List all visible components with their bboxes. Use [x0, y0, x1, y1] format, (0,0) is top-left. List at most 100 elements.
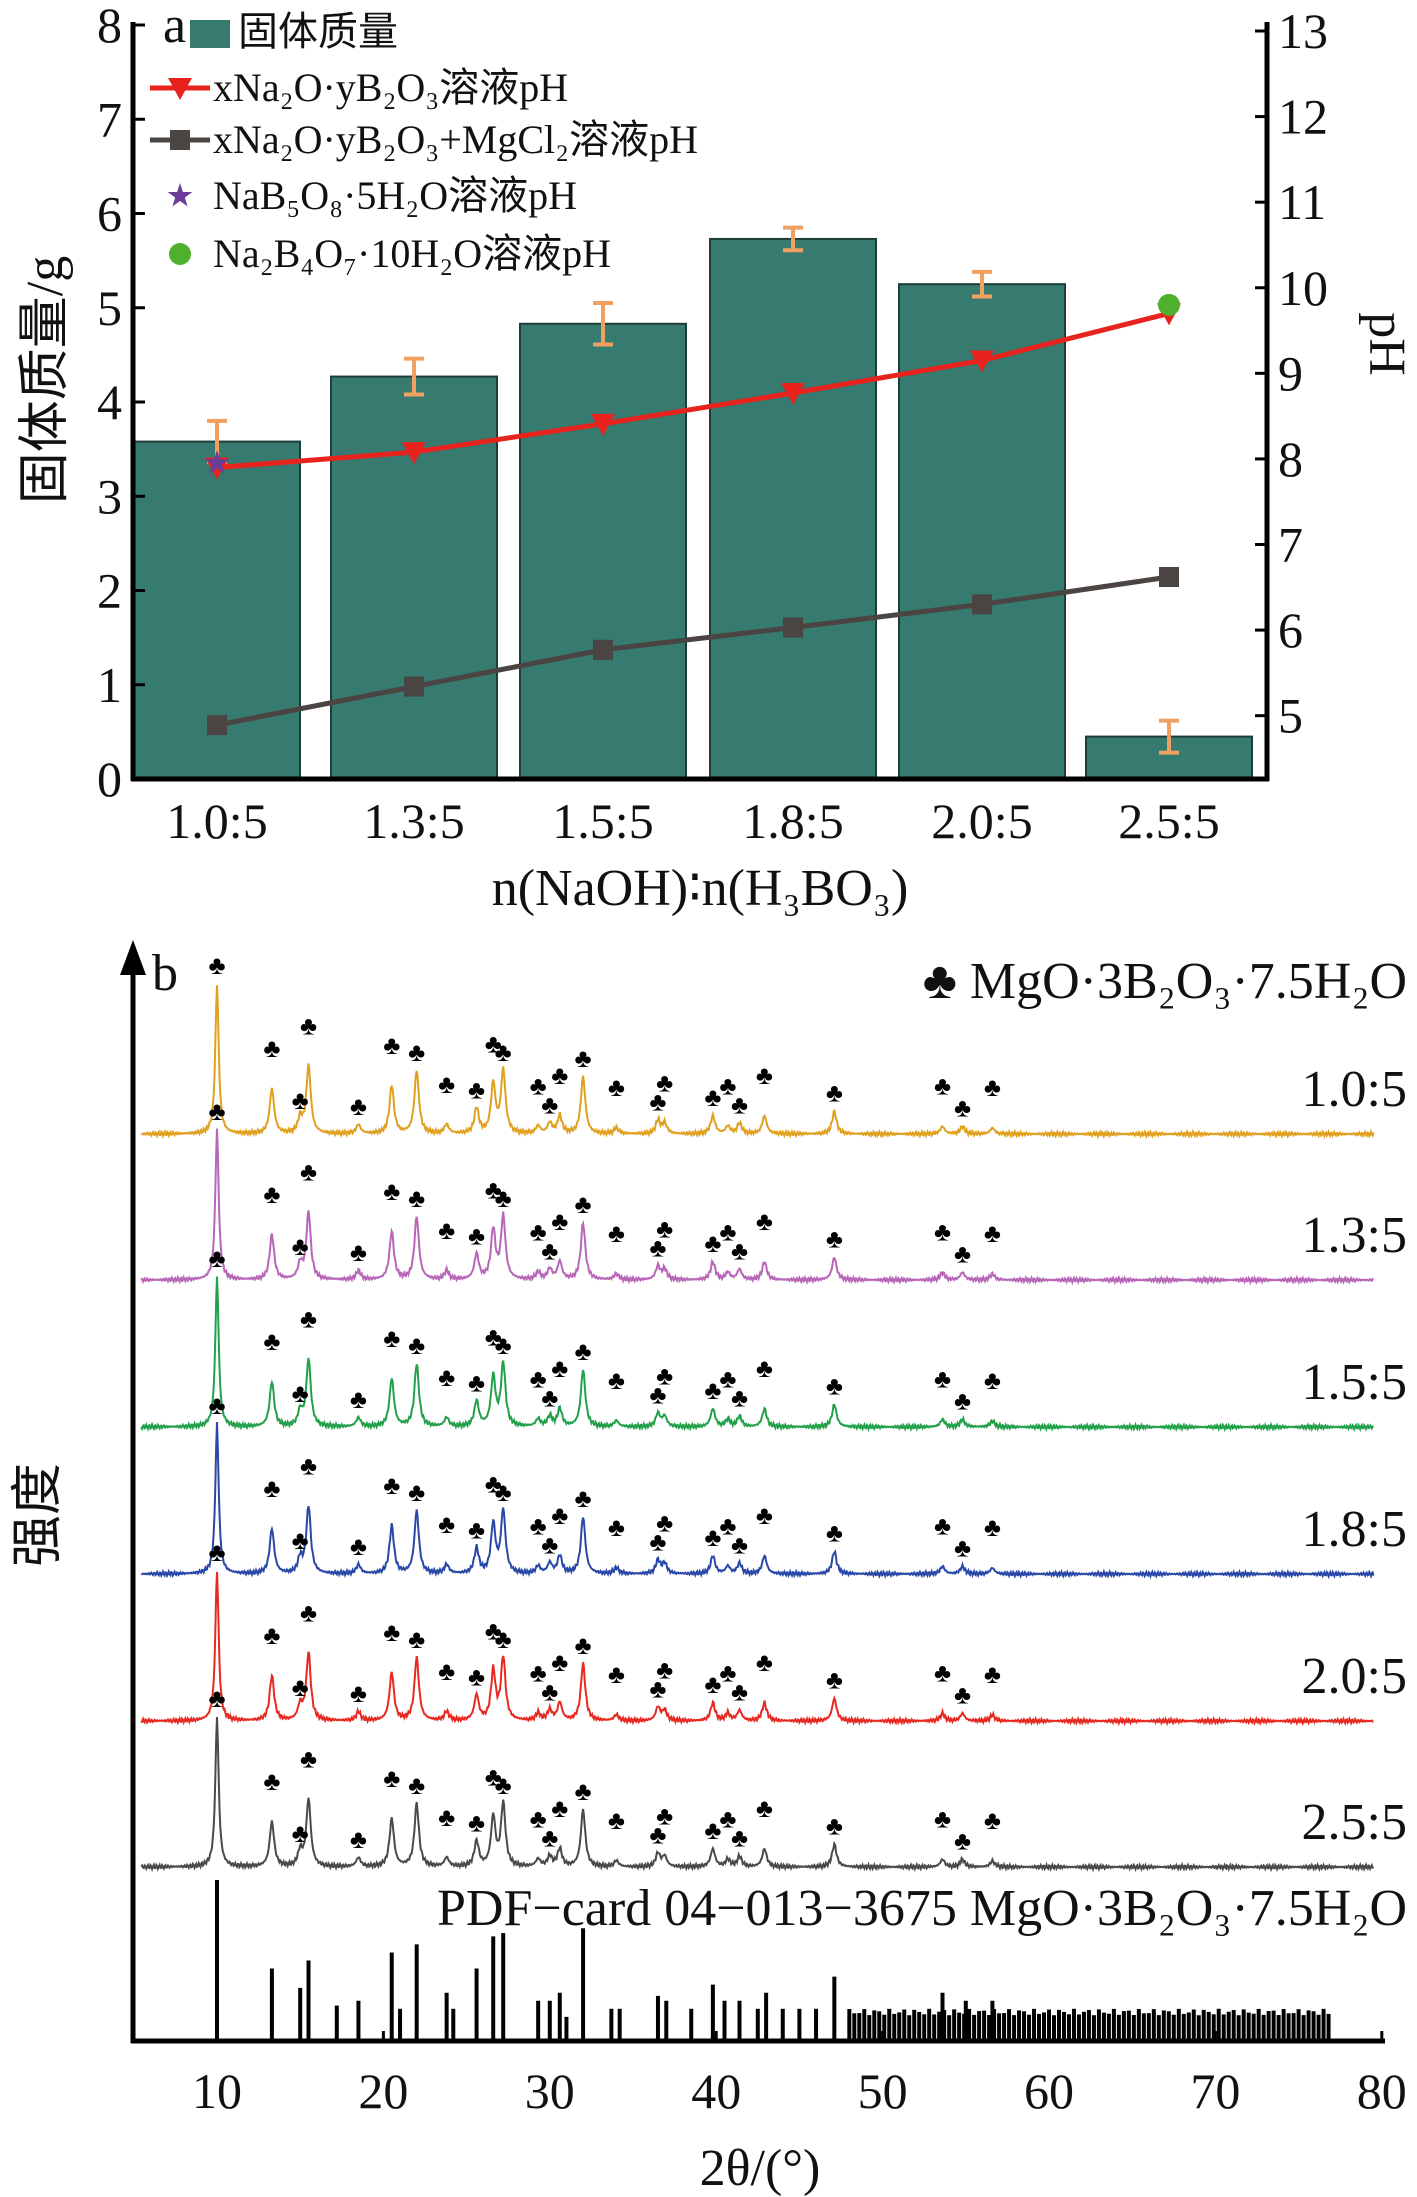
club-marker-icon: ♣	[934, 1659, 951, 1688]
club-marker-icon: ♣	[468, 1076, 485, 1105]
club-marker-icon: ♣	[984, 1660, 1001, 1689]
club-marker-icon: ♣	[608, 1806, 625, 1835]
club-marker-icon: ♣	[719, 1218, 736, 1247]
club-marker-icon: ♣	[350, 1825, 367, 1854]
phase-legend: ♣ MgO·3B₂O₃·7.5H₂O	[923, 953, 1407, 1010]
club-marker-icon: ♣	[704, 1083, 721, 1112]
y-tick-label: 6	[97, 186, 122, 242]
legend-label: Na₂B₄O₇·10H₂O溶液pH	[213, 231, 611, 276]
trace-label: 2.0:5	[1302, 1648, 1407, 1705]
x-tick-label: 2.0:5	[931, 793, 1032, 849]
club-marker-icon: ♣	[984, 1806, 1001, 1835]
club-marker-icon: ♣	[541, 1237, 558, 1266]
club-marker-icon: ♣	[208, 1538, 225, 1567]
club-marker-icon: ♣	[541, 1531, 558, 1560]
club-marker-icon: ♣	[575, 1044, 592, 1073]
xrd-trace	[140, 1571, 1374, 1727]
club-marker-icon: ♣	[756, 1648, 773, 1677]
club-marker-icon: ♣	[350, 1238, 367, 1267]
club-marker-icon: ♣	[719, 1072, 736, 1101]
club-marker-icon: ♣	[263, 1621, 280, 1650]
club-marker-icon: ♣	[530, 1218, 547, 1247]
club-marker-icon: ♣	[292, 1673, 309, 1702]
x-tick-label: 1.0:5	[166, 793, 267, 849]
y-tick-label: 0	[97, 751, 122, 807]
club-marker-icon: ♣	[408, 1038, 425, 1067]
club-marker-icon: ♣	[485, 1323, 502, 1352]
club-marker-icon: ♣	[649, 1528, 666, 1557]
error-bar	[593, 301, 613, 347]
xrd-trace	[140, 1421, 1375, 1580]
club-marker-icon: ♣	[719, 1365, 736, 1394]
club-marker-icon: ♣	[468, 1663, 485, 1692]
panel-b-label: b	[152, 945, 178, 1002]
club-marker-icon: ♣	[954, 1240, 971, 1269]
club-marker-icon: ♣	[468, 1369, 485, 1398]
club-marker-icon: ♣	[350, 1679, 367, 1708]
club-marker-icon: ♣	[263, 1767, 280, 1796]
club-marker-icon: ♣	[608, 1073, 625, 1102]
legend-label: xNa₂O·yB₂O₃+MgCl₂溶液pH	[213, 117, 698, 162]
club-marker-icon: ♣	[575, 1631, 592, 1660]
y-tick-label: 5	[97, 280, 122, 336]
club-marker-icon: ♣	[468, 1222, 485, 1251]
series-line	[216, 311, 1170, 470]
club-marker-icon: ♣	[350, 1385, 367, 1414]
legend-marker	[170, 130, 190, 150]
club-marker-icon: ♣	[756, 1207, 773, 1236]
club-marker-icon: ♣	[719, 1659, 736, 1688]
club-marker-icon: ♣	[756, 1501, 773, 1530]
club-marker-icon: ♣	[438, 1363, 455, 1392]
club-marker-icon: ♣	[731, 1824, 748, 1853]
club-marker-icon: ♣	[292, 1526, 309, 1555]
error-bar	[972, 269, 992, 299]
club-marker-icon: ♣	[551, 1354, 568, 1383]
trace-label: 1.0:5	[1302, 1061, 1407, 1118]
error-bar	[1159, 718, 1179, 755]
x-tick-label: 20	[358, 2063, 408, 2119]
club-marker-icon: ♣	[383, 1177, 400, 1206]
club-marker-icon: ♣	[408, 1331, 425, 1360]
club-marker-icon: ♣	[438, 1657, 455, 1686]
club-marker-icon: ♣	[954, 1534, 971, 1563]
y2-tick-label: 6	[1278, 602, 1303, 658]
reference-label: PDF−card 04−013−3675 MgO·3B₂O₃·7.5H₂O	[437, 1880, 1407, 1937]
club-marker-icon: ♣	[438, 1216, 455, 1245]
club-marker-icon: ♣	[984, 1366, 1001, 1395]
club-marker-icon: ♣	[208, 1684, 225, 1713]
club-marker-icon: ♣	[495, 1478, 512, 1507]
club-marker-icon: ♣	[468, 1809, 485, 1838]
y-axis-arrow-icon	[120, 940, 146, 975]
club-marker-icon: ♣	[495, 1038, 512, 1067]
y2-tick-label: 7	[1278, 517, 1303, 573]
club-marker-icon: ♣	[468, 1516, 485, 1545]
club-marker-icon: ♣	[731, 1384, 748, 1413]
club-marker-icon: ♣	[350, 1092, 367, 1121]
club-marker-icon: ♣	[292, 1086, 309, 1115]
club-marker-icon: ♣	[541, 1384, 558, 1413]
error-bar	[404, 356, 424, 397]
y-axis-title: 强度	[10, 1463, 67, 1567]
club-marker-icon: ♣	[263, 1327, 280, 1356]
club-marker-icon: ♣	[934, 1365, 951, 1394]
legend-marker	[168, 78, 192, 100]
x-tick-label: 1.3:5	[363, 793, 464, 849]
club-marker-icon: ♣	[575, 1337, 592, 1366]
club-marker-icon: ♣	[826, 1666, 843, 1695]
club-marker-icon: ♣	[438, 1070, 455, 1099]
club-marker-icon: ♣	[263, 1180, 280, 1209]
data-point	[593, 639, 613, 660]
club-marker-icon: ♣	[300, 1452, 317, 1481]
club-marker-icon: ♣	[300, 1158, 317, 1187]
panel-b: b ♣♣♣♣♣♣ ♣♣ ♣♣♣♣♣♣♣♣ ♣♣ ♣♣♣♣♣ ♣♣♣ 1.0:5♣♣♣♣♣♣ ♣…	[10, 940, 1407, 2197]
data-point	[591, 413, 615, 436]
club-marker-icon: ♣	[575, 1777, 592, 1806]
club-marker-icon: ♣	[704, 1816, 721, 1845]
x-tick-label: 70	[1190, 2063, 1240, 2119]
club-marker-icon: ♣	[495, 1184, 512, 1213]
club-marker-icon: ♣	[551, 1207, 568, 1236]
data-point	[402, 442, 426, 465]
club-marker-icon: ♣	[530, 1512, 547, 1541]
club-marker-icon: ♣	[438, 1510, 455, 1539]
club-marker-icon: ♣	[383, 1471, 400, 1500]
